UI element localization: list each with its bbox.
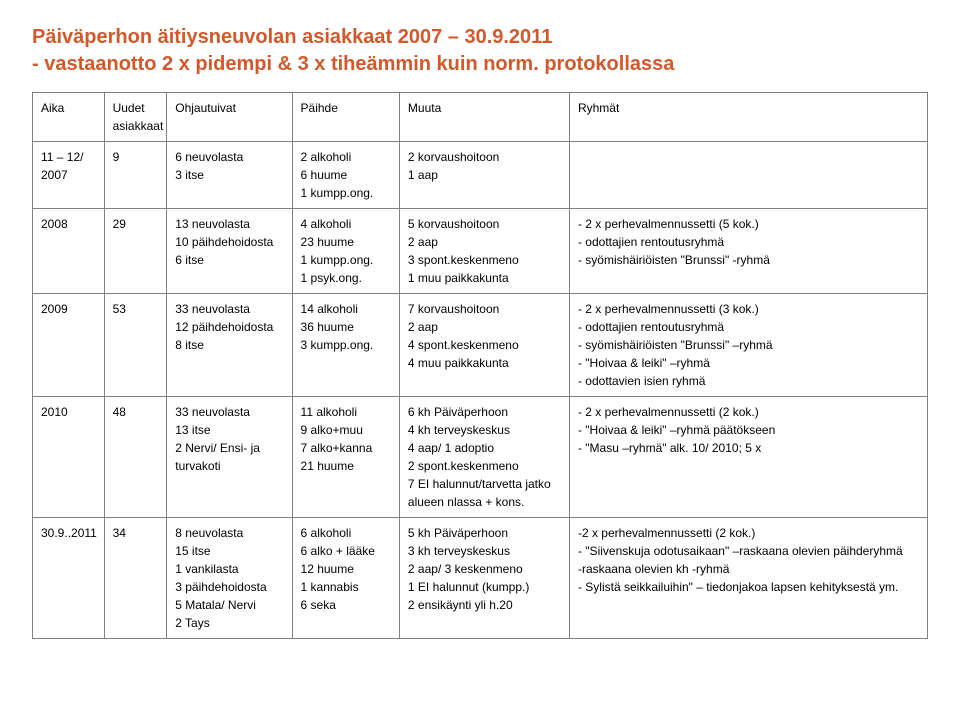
cell-aika: 2009	[33, 294, 105, 397]
cell-ohj: 8 neuvolasta 15 itse 1 vankilasta 3 päih…	[167, 518, 292, 639]
col-ryhmat: Ryhmät	[569, 93, 927, 142]
table-row: 2009 53 33 neuvolasta 12 päihdehoidosta …	[33, 294, 928, 397]
col-muuta: Muuta	[399, 93, 569, 142]
cell-muuta: 5 korvaushoitoon 2 aap 3 spont.keskenmen…	[399, 209, 569, 294]
col-ohjautuivat: Ohjautuivat	[167, 93, 292, 142]
cell-uudet: 29	[104, 209, 167, 294]
cell-paihde: 2 alkoholi 6 huume 1 kumpp.ong.	[292, 142, 399, 209]
table-row: 2010 48 33 neuvolasta 13 itse 2 Nervi/ E…	[33, 397, 928, 518]
cell-ohj: 6 neuvolasta 3 itse	[167, 142, 292, 209]
cell-ryhmat: - 2 x perhevalmennussetti (3 kok.) - odo…	[569, 294, 927, 397]
cell-paihde: 14 alkoholi 36 huume 3 kumpp.ong.	[292, 294, 399, 397]
cell-paihde: 4 alkoholi 23 huume 1 kumpp.ong. 1 psyk.…	[292, 209, 399, 294]
cell-muuta: 2 korvaushoitoon 1 aap	[399, 142, 569, 209]
cell-muuta: 7 korvaushoitoon 2 aap 4 spont.keskenmen…	[399, 294, 569, 397]
cell-ryhmat	[569, 142, 927, 209]
cell-uudet: 53	[104, 294, 167, 397]
col-aika: Aika	[33, 93, 105, 142]
cell-aika: 2008	[33, 209, 105, 294]
clients-table: Aika Uudet asiakkaat Ohjautuivat Päihde …	[32, 92, 928, 639]
cell-muuta: 6 kh Päiväperhoon 4 kh terveyskeskus 4 a…	[399, 397, 569, 518]
cell-ryhmat: -2 x perhevalmennussetti (2 kok.) - "Sii…	[569, 518, 927, 639]
cell-uudet: 48	[104, 397, 167, 518]
cell-uudet: 9	[104, 142, 167, 209]
cell-ohj: 13 neuvolasta 10 päihdehoidosta 6 itse	[167, 209, 292, 294]
table-row: 11 – 12/ 2007 9 6 neuvolasta 3 itse 2 al…	[33, 142, 928, 209]
page-title: Päiväperhon äitiysneuvolan asiakkaat 200…	[32, 24, 928, 78]
cell-paihde: 6 alkoholi 6 alko + lääke 12 huume 1 kan…	[292, 518, 399, 639]
table-row: 30.9..2011 34 8 neuvolasta 15 itse 1 van…	[33, 518, 928, 639]
cell-muuta: 5 kh Päiväperhoon 3 kh terveyskeskus 2 a…	[399, 518, 569, 639]
col-paihde: Päihde	[292, 93, 399, 142]
cell-ryhmat: - 2 x perhevalmennussetti (2 kok.) - "Ho…	[569, 397, 927, 518]
title-line-1: Päiväperhon äitiysneuvolan asiakkaat 200…	[32, 26, 552, 48]
cell-aika: 30.9..2011	[33, 518, 105, 639]
cell-aika: 11 – 12/ 2007	[33, 142, 105, 209]
cell-aika: 2010	[33, 397, 105, 518]
cell-ohj: 33 neuvolasta 12 päihdehoidosta 8 itse	[167, 294, 292, 397]
cell-ohj: 33 neuvolasta 13 itse 2 Nervi/ Ensi- ja …	[167, 397, 292, 518]
table-row: 2008 29 13 neuvolasta 10 päihdehoidosta …	[33, 209, 928, 294]
cell-ryhmat: - 2 x perhevalmennussetti (5 kok.) - odo…	[569, 209, 927, 294]
table-body: 11 – 12/ 2007 9 6 neuvolasta 3 itse 2 al…	[33, 142, 928, 639]
title-line-2: - vastaanotto 2 x pidempi & 3 x tiheämmi…	[32, 53, 674, 75]
table-header-row: Aika Uudet asiakkaat Ohjautuivat Päihde …	[33, 93, 928, 142]
cell-paihde: 11 alkoholi 9 alko+muu 7 alko+kanna 21 h…	[292, 397, 399, 518]
cell-uudet: 34	[104, 518, 167, 639]
col-uudet: Uudet asiakkaat	[104, 93, 167, 142]
